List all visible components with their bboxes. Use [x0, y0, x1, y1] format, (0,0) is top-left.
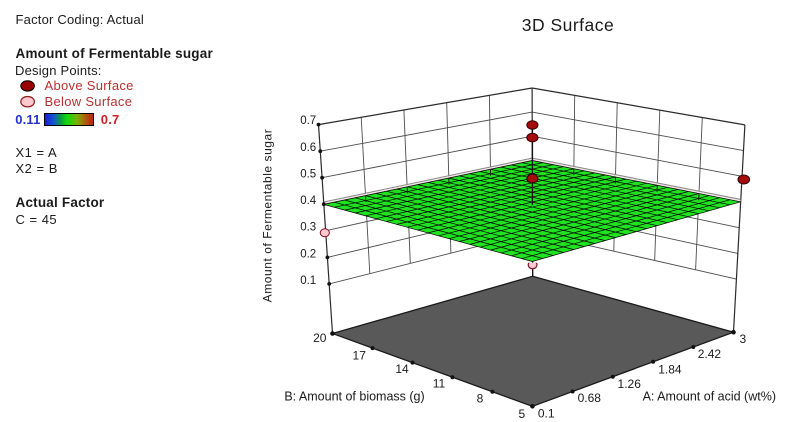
svg-text:3: 3: [740, 332, 747, 346]
svg-text:11: 11: [433, 377, 446, 391]
svg-text:0.1: 0.1: [300, 275, 316, 287]
svg-text:B: Amount of biomass (g): B: Amount of biomass (g): [284, 390, 424, 404]
svg-text:14: 14: [395, 362, 409, 376]
svg-text:20: 20: [313, 331, 327, 345]
svg-text:3D Surface: 3D Surface: [522, 15, 615, 35]
svg-text:0.4: 0.4: [300, 195, 317, 207]
svg-text:1.84: 1.84: [658, 363, 682, 377]
svg-text:0.7: 0.7: [300, 115, 316, 127]
svg-text:1.26: 1.26: [618, 377, 642, 391]
svg-text:0.6: 0.6: [300, 142, 316, 154]
svg-text:Amount of Fermentable sugar: Amount of Fermentable sugar: [260, 129, 274, 303]
svg-text:0.2: 0.2: [300, 248, 316, 260]
svg-text:8: 8: [477, 391, 484, 405]
svg-text:17: 17: [353, 349, 367, 363]
svg-text:0.5: 0.5: [300, 169, 316, 181]
svg-text:2.42: 2.42: [698, 347, 722, 361]
svg-text:5: 5: [519, 407, 526, 421]
svg-text:0.1: 0.1: [538, 406, 555, 420]
svg-text:0.3: 0.3: [300, 222, 316, 234]
svg-text:A: Amount of acid (wt%): A: Amount of acid (wt%): [643, 389, 776, 403]
svg-text:0.68: 0.68: [578, 391, 602, 405]
